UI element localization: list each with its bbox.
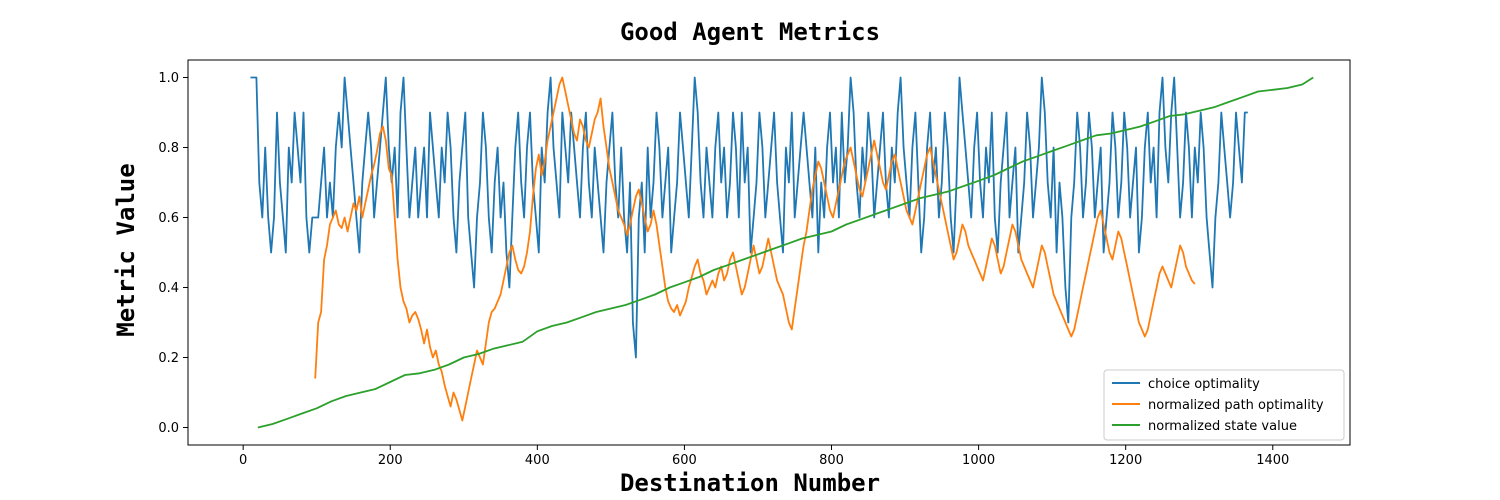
chart-title: Good Agent Metrics <box>620 18 880 46</box>
x-axis-label: Destination Number <box>620 469 880 497</box>
series-line-normalized-state-value <box>257 76 1314 429</box>
series-line-normalized-path-optimality <box>314 76 1196 422</box>
ticks-layer: 0 200 400 600 800 1000 1200 1400 0.0 0.2 0.4 0.6 0.8… <box>158 71 1289 468</box>
x-tick-label: 200 <box>378 453 403 468</box>
x-tick-label: 600 <box>672 453 697 468</box>
x-tick-label: 1400 <box>1256 453 1289 468</box>
y-tick-label: 0.2 <box>158 351 179 366</box>
series-layer <box>250 76 1314 429</box>
legend-label-state: normalized state value <box>1148 419 1297 434</box>
y-axis-label: Metric Value <box>112 163 140 336</box>
x-tick-label: 1000 <box>962 453 995 468</box>
y-tick-label: 0.0 <box>158 421 179 436</box>
y-tick-label: 0.6 <box>158 211 179 226</box>
series-line-choice-optimality <box>250 76 1248 359</box>
x-tick-label: 1200 <box>1109 453 1142 468</box>
legend: choice optimality normalized path optima… <box>1103 369 1345 441</box>
y-tick-label: 0.8 <box>158 141 179 156</box>
legend-label-choice: choice optimality <box>1148 377 1260 392</box>
y-tick-label: 1.0 <box>158 71 179 86</box>
legend-box <box>1103 369 1345 441</box>
x-tick-label: 400 <box>525 453 550 468</box>
legend-label-path: normalized path optimality <box>1148 398 1324 413</box>
x-tick-label: 800 <box>819 453 844 468</box>
x-tick-label: 0 <box>239 453 247 468</box>
y-tick-label: 0.4 <box>158 281 179 296</box>
